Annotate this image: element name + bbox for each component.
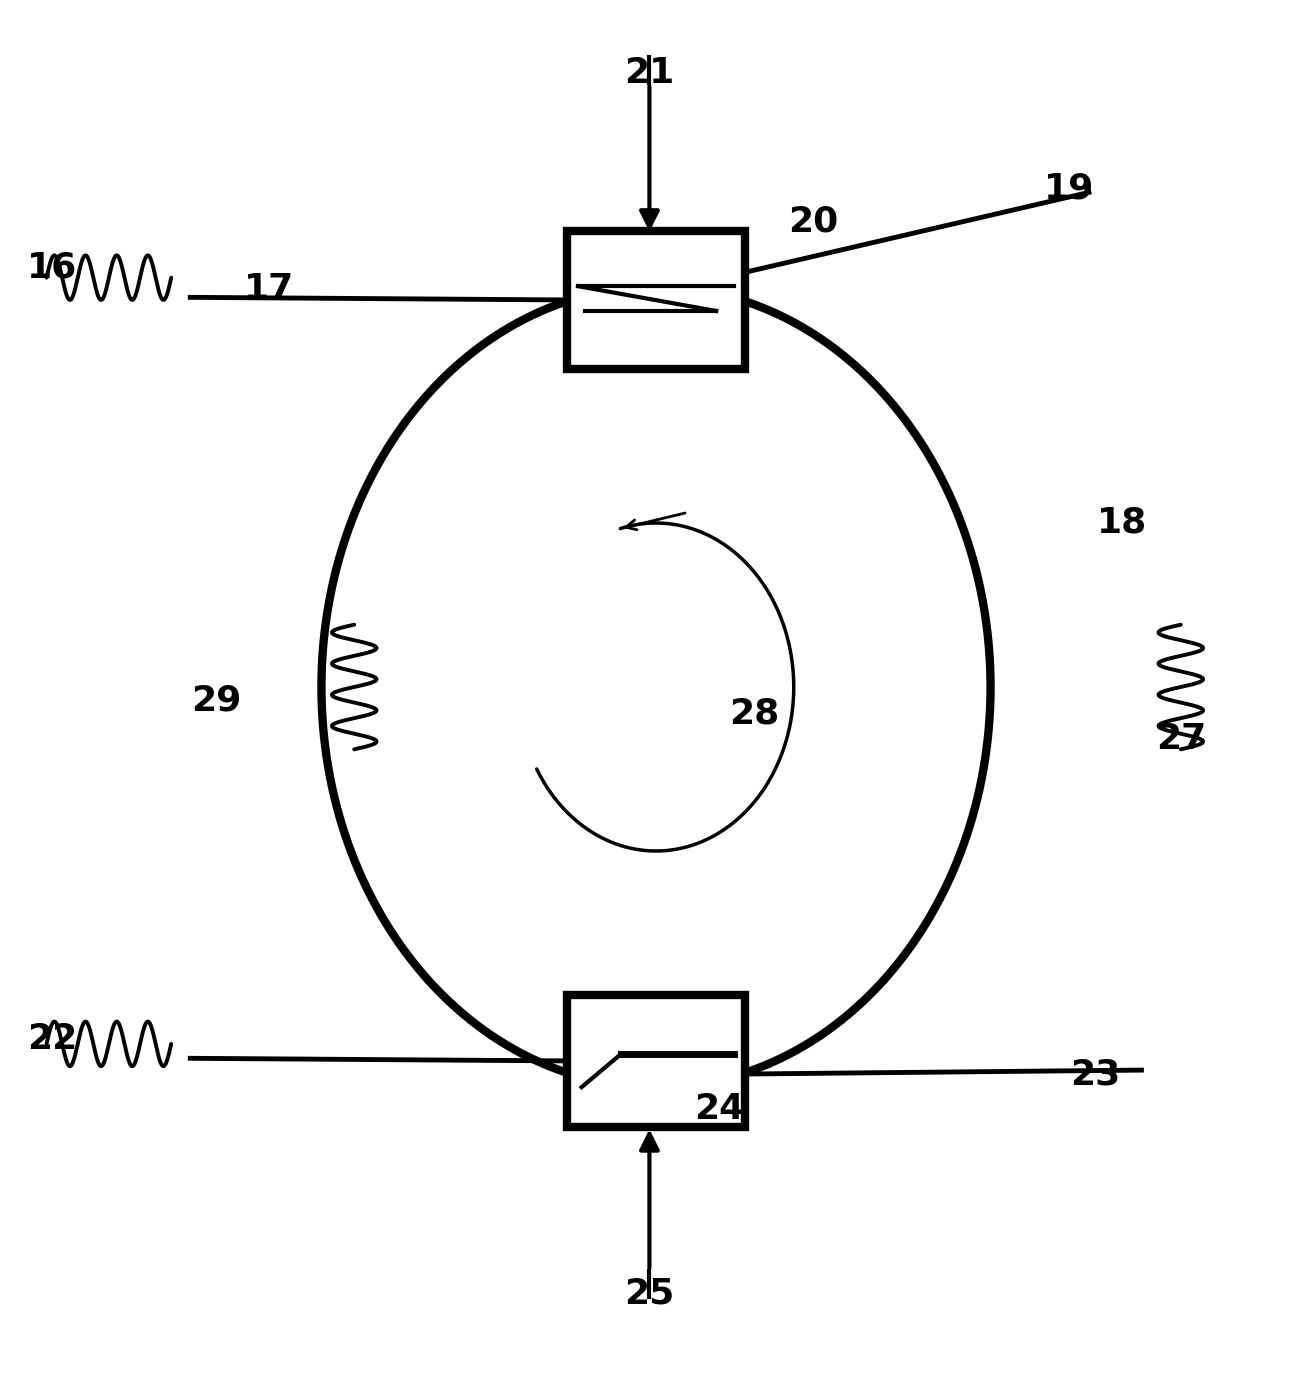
- Text: 17: 17: [244, 272, 294, 306]
- Text: 20: 20: [789, 205, 838, 238]
- Text: 29: 29: [192, 683, 241, 717]
- Text: 22: 22: [28, 1022, 77, 1055]
- Bar: [567, 995, 745, 1127]
- Bar: [567, 231, 745, 368]
- Text: 25: 25: [625, 1276, 674, 1311]
- Text: 18: 18: [1097, 506, 1147, 540]
- Text: 21: 21: [625, 56, 674, 89]
- Text: 28: 28: [729, 697, 779, 730]
- Text: 16: 16: [28, 250, 77, 284]
- Text: 23: 23: [1071, 1057, 1120, 1091]
- Text: 27: 27: [1156, 723, 1206, 757]
- Text: 24: 24: [694, 1092, 744, 1127]
- Text: 19: 19: [1044, 172, 1094, 206]
